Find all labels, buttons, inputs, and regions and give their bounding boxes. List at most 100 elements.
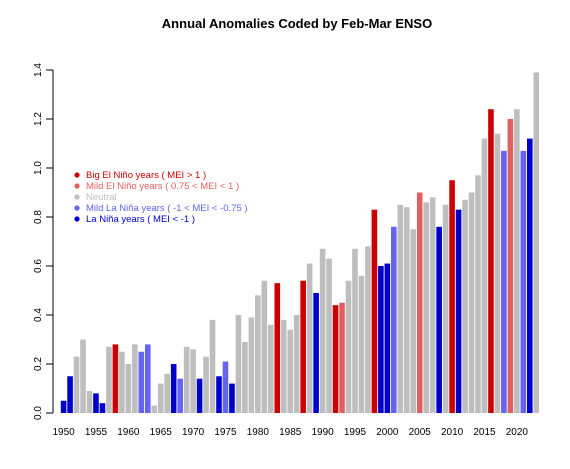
- bar-1975: [222, 361, 229, 413]
- x-tick-label: 1990: [311, 427, 334, 438]
- bar-2000: [384, 263, 391, 413]
- bar-1961: [132, 344, 138, 413]
- bar-1963: [144, 344, 151, 413]
- bar-1964: [151, 405, 158, 413]
- bar-1962: [138, 351, 145, 413]
- bar-1955: [93, 393, 99, 413]
- x-tick-label: 1965: [150, 427, 173, 438]
- bar-1951: [67, 376, 73, 413]
- bar-2005: [416, 192, 423, 413]
- x-tick-label: 2015: [473, 427, 496, 438]
- bar-1953: [80, 339, 86, 413]
- bar-2018: [501, 150, 507, 413]
- bar-1983: [274, 283, 281, 413]
- bar-2002: [397, 204, 404, 413]
- x-tick-label: 1960: [117, 427, 140, 438]
- bar-1950: [60, 400, 67, 413]
- legend-label-mild_nino: Mild El Niño years ( 0.75 < MEI < 1 ): [86, 181, 239, 192]
- bar-2020: [514, 109, 520, 413]
- bar-2001: [391, 226, 397, 413]
- bar-1958: [112, 344, 119, 413]
- legend: Big El Niño years ( MEI > 1 )Mild El Niñ…: [74, 170, 248, 225]
- bar-1990: [319, 248, 326, 413]
- bar-1978: [242, 341, 248, 413]
- bar-2010: [449, 180, 455, 413]
- bar-2017: [494, 133, 501, 413]
- y-tick-label: 1.4: [33, 63, 44, 77]
- bar-2022: [527, 138, 533, 413]
- bar-1954: [86, 390, 93, 413]
- x-tick-label: 2010: [441, 427, 464, 438]
- bar-1965: [157, 383, 164, 413]
- legend-label-big_nino: Big El Niño years ( MEI > 1 ): [86, 170, 206, 181]
- bar-1988: [306, 263, 313, 413]
- x-tick-label: 2000: [376, 427, 399, 438]
- bar-2009: [442, 204, 449, 413]
- bar-1980: [255, 295, 261, 413]
- x-axis: 1950 1955 1960 1965 1970 1975 1980 1985 1990 1995…: [52, 427, 528, 438]
- bar-2023: [533, 72, 540, 413]
- bar-1979: [248, 317, 255, 413]
- bar-2012: [462, 199, 468, 413]
- bar-1981: [261, 280, 268, 413]
- y-axis: 0.0 0.2 0.4 0.6 0.8 1.0 1.2 1.4: [33, 63, 54, 420]
- bar-2008: [436, 226, 442, 413]
- bar-1999: [378, 266, 384, 413]
- y-tick-label: 0.4: [33, 308, 44, 322]
- y-tick-label: 1.0: [33, 161, 44, 175]
- bar-1982: [268, 324, 274, 413]
- bar-1967: [170, 364, 177, 413]
- bar-1968: [177, 378, 183, 413]
- bar-1970: [190, 349, 196, 413]
- x-tick-label: 1985: [279, 427, 302, 438]
- legend-marker-big_nino: [74, 172, 80, 178]
- bar-2011: [455, 209, 462, 413]
- bar-2014: [475, 175, 481, 413]
- legend-label-mild_nina: Mild La Niña years ( -1 < MEI < -0.75 ): [86, 203, 248, 214]
- x-tick-label: 1975: [214, 427, 237, 438]
- bar-1976: [229, 383, 235, 413]
- bar-1957: [106, 346, 112, 413]
- y-tick-label: 0.6: [33, 259, 44, 273]
- x-tick-label: 1980: [247, 427, 270, 438]
- bar-1992: [332, 305, 339, 413]
- y-tick-label: 1.2: [33, 112, 44, 126]
- bar-2007: [429, 197, 436, 413]
- x-tick-label: 1955: [85, 427, 108, 438]
- y-tick-label: 0.0: [33, 406, 44, 420]
- bar-1972: [203, 356, 209, 413]
- bar-1973: [209, 319, 216, 413]
- bar-1960: [125, 364, 132, 413]
- chart-title: Annual Anomalies Coded by Feb-Mar ENSO: [162, 16, 432, 31]
- legend-marker-nina: [74, 216, 80, 222]
- bar-1952: [73, 356, 80, 413]
- bar-2019: [507, 119, 514, 413]
- bar-1993: [339, 302, 345, 413]
- x-tick-label: 1995: [344, 427, 367, 438]
- bar-1998: [371, 209, 378, 413]
- legend-marker-mild_nina: [74, 205, 80, 211]
- bar-1997: [365, 246, 371, 413]
- legend-marker-neutral: [74, 194, 80, 200]
- bar-2013: [468, 192, 475, 413]
- legend-label-neutral: Neutral: [86, 192, 117, 203]
- bar-1995: [352, 248, 358, 413]
- bar-1987: [300, 280, 306, 413]
- y-tick-label: 0.8: [33, 210, 44, 224]
- legend-label-nina: La Niña years ( MEI < -1 ): [86, 214, 195, 225]
- bar-1994: [345, 280, 352, 413]
- bar-2016: [488, 109, 494, 413]
- bar-1959: [119, 351, 125, 413]
- bar-2004: [410, 229, 417, 413]
- bar-1969: [183, 346, 190, 413]
- bar-1991: [326, 258, 332, 413]
- y-tick-label: 0.2: [33, 357, 44, 371]
- bar-1986: [293, 315, 300, 413]
- bar-2015: [481, 138, 488, 413]
- bar-1971: [196, 378, 203, 413]
- bar-1956: [99, 403, 106, 413]
- x-tick-label: 1950: [52, 427, 75, 438]
- x-tick-label: 2005: [409, 427, 432, 438]
- bar-2003: [403, 207, 410, 413]
